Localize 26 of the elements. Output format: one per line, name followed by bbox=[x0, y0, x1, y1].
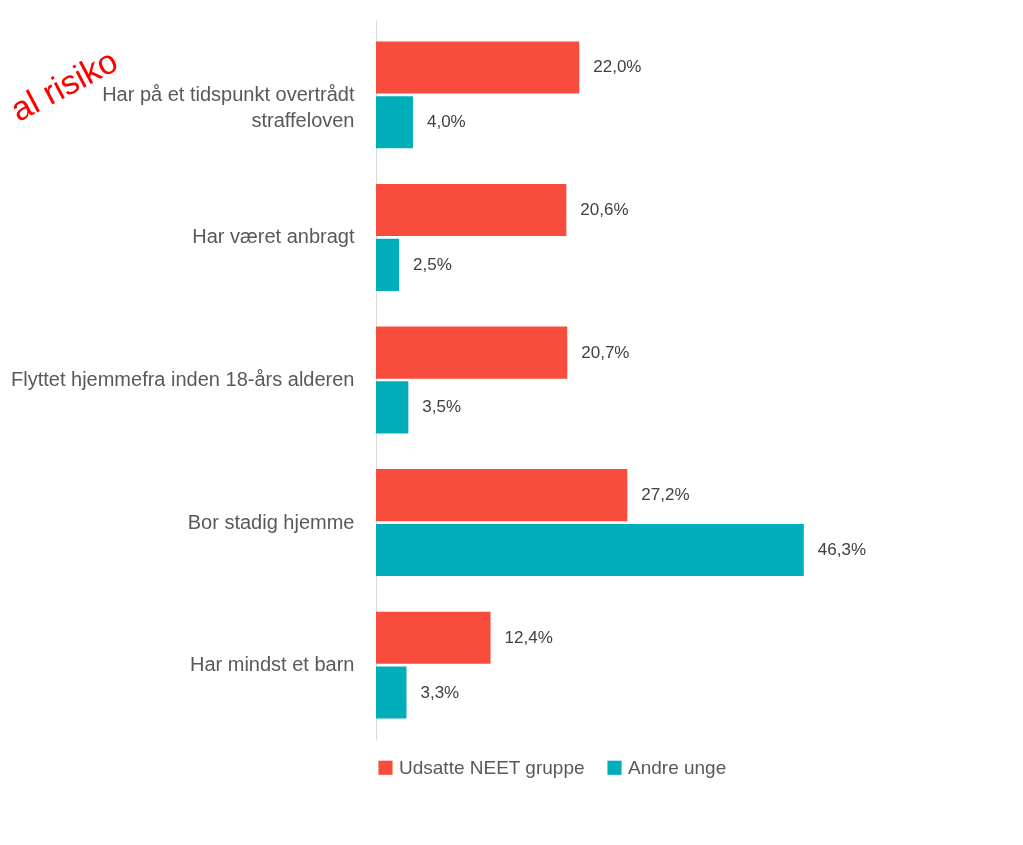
data-label: 3,5% bbox=[422, 397, 462, 417]
bar bbox=[376, 611, 491, 664]
data-label: 22,0% bbox=[593, 57, 642, 77]
y-tick-label: Har været anbragt bbox=[192, 225, 355, 248]
bar bbox=[376, 183, 567, 237]
data-label: 20,7% bbox=[581, 342, 630, 362]
y-tick-label: Flyttet hjemmefra inden 18-års alderen bbox=[11, 368, 355, 390]
legend-label: Andre unge bbox=[628, 756, 727, 778]
bar bbox=[376, 96, 413, 149]
bar bbox=[376, 523, 804, 577]
y-tick-label: Bor stadig hjemme bbox=[187, 510, 355, 533]
data-label: 4,0% bbox=[426, 112, 466, 132]
data-label: 3,3% bbox=[420, 682, 460, 702]
bar bbox=[376, 41, 580, 94]
bar bbox=[376, 469, 628, 522]
data-label: 20,6% bbox=[580, 200, 629, 220]
y-tick-label: Har mindst et barn bbox=[189, 653, 355, 676]
data-label: 12,4% bbox=[504, 627, 553, 647]
bar bbox=[376, 381, 409, 434]
data-label: 2,5% bbox=[413, 254, 452, 274]
bar bbox=[376, 326, 568, 379]
legend-label: Udsatte NEET gruppe bbox=[399, 756, 585, 778]
bar bbox=[376, 238, 400, 291]
data-label: 27,2% bbox=[641, 485, 690, 505]
data-label: 46,3% bbox=[817, 539, 867, 559]
bar bbox=[376, 666, 407, 719]
